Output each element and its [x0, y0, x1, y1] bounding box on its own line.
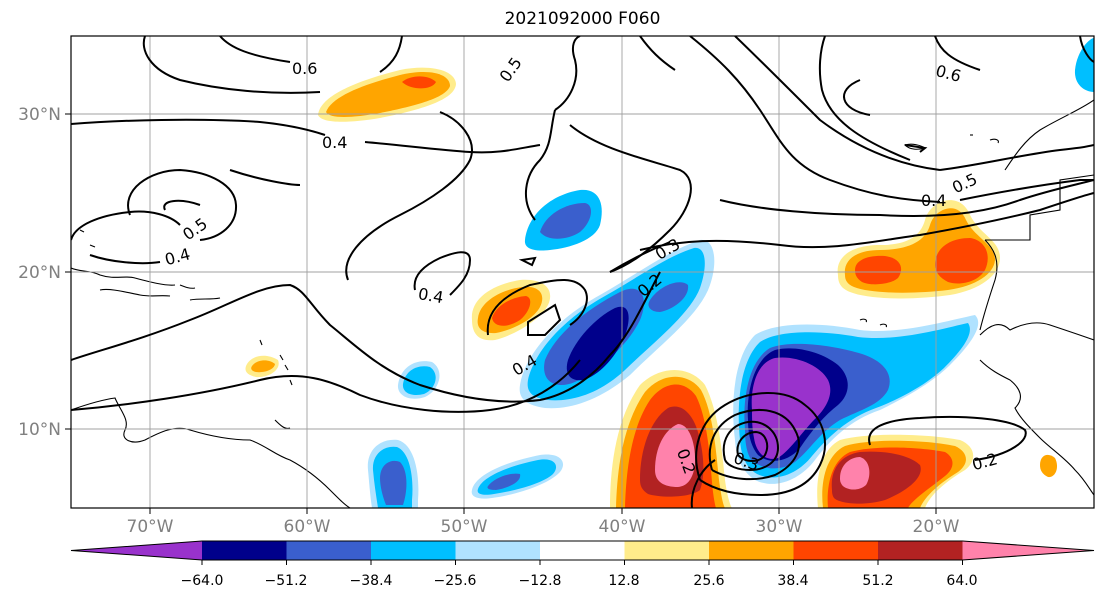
colorbar-segment: [540, 541, 625, 560]
colorbar-segment: [71, 541, 202, 560]
contour-label: 0.5: [496, 54, 526, 86]
lon-label: 20°W: [913, 517, 960, 537]
colorbar-tick-label: 25.6: [693, 573, 724, 589]
colorbar-segment: [878, 541, 963, 560]
latitude-labels: 30°N 20°N 10°N: [18, 105, 71, 440]
map-area: 0.6 0.5 0.4 0.5 0.4 0.4 0.3 0.2 0.4 0.2 …: [71, 36, 1094, 508]
colorbar-tick-label: 38.4: [777, 573, 808, 589]
colorbar: −64.0 −51.2 −38.4 −25.6 −12.8 12.8 25.6 …: [70, 540, 1095, 589]
colorbar-segment: [709, 541, 794, 560]
colorbar-segment: [202, 541, 287, 560]
gridlines: [71, 36, 1094, 508]
lat-label: 30°N: [18, 105, 61, 125]
colorbar-segment: [371, 541, 456, 560]
lat-label: 20°N: [18, 263, 61, 283]
map-title: 2021092000 F060: [504, 9, 661, 29]
lon-label: 60°W: [284, 517, 331, 537]
lon-label: 50°W: [441, 517, 488, 537]
colorbar-tick-label: −51.2: [265, 573, 308, 589]
contour-label: 0.6: [934, 61, 964, 86]
contour-label: 0.4: [417, 284, 445, 307]
lat-label: 10°N: [18, 420, 61, 440]
shaded-fields: [245, 38, 1094, 508]
colorbar-segment: [793, 541, 879, 560]
colorbar-segment: [624, 541, 710, 560]
lon-label: 30°W: [756, 517, 803, 537]
longitude-labels: 70°W 60°W 50°W 40°W 30°W 20°W: [127, 508, 960, 537]
colorbar-segment: [455, 541, 541, 560]
lon-label: 70°W: [127, 517, 174, 537]
colorbar-segment: [286, 541, 372, 560]
lon-label: 40°W: [599, 517, 646, 537]
colorbar-tick-label: 12.8: [608, 573, 639, 589]
colorbar-tick-label: −12.8: [519, 573, 562, 589]
contour-label: 0.2: [970, 449, 1000, 474]
colorbar-tick-label: −64.0: [181, 573, 224, 589]
contour-label: 0.6: [292, 59, 317, 78]
contour-label: 0.4: [322, 133, 347, 152]
colorbar-tick-label: 64.0: [946, 573, 977, 589]
colorbar-tick-labels: −64.0 −51.2 −38.4 −25.6 −12.8 12.8 25.6 …: [181, 573, 978, 589]
colorbar-tick-label: −25.6: [434, 573, 477, 589]
colorbar-tick-label: −38.4: [350, 573, 393, 589]
colorbar-tick-label: 51.2: [862, 573, 893, 589]
contour-label: 0.4: [921, 191, 946, 210]
coastlines: [71, 99, 1094, 508]
contour-label: 0.4: [163, 244, 193, 269]
colorbar-segment: [962, 541, 1094, 560]
contour-label: 0.5: [949, 169, 980, 197]
colorbar-ticks: [201, 560, 963, 565]
colorbar-segments: [70, 540, 1095, 561]
contour-lines: [71, 36, 1094, 508]
